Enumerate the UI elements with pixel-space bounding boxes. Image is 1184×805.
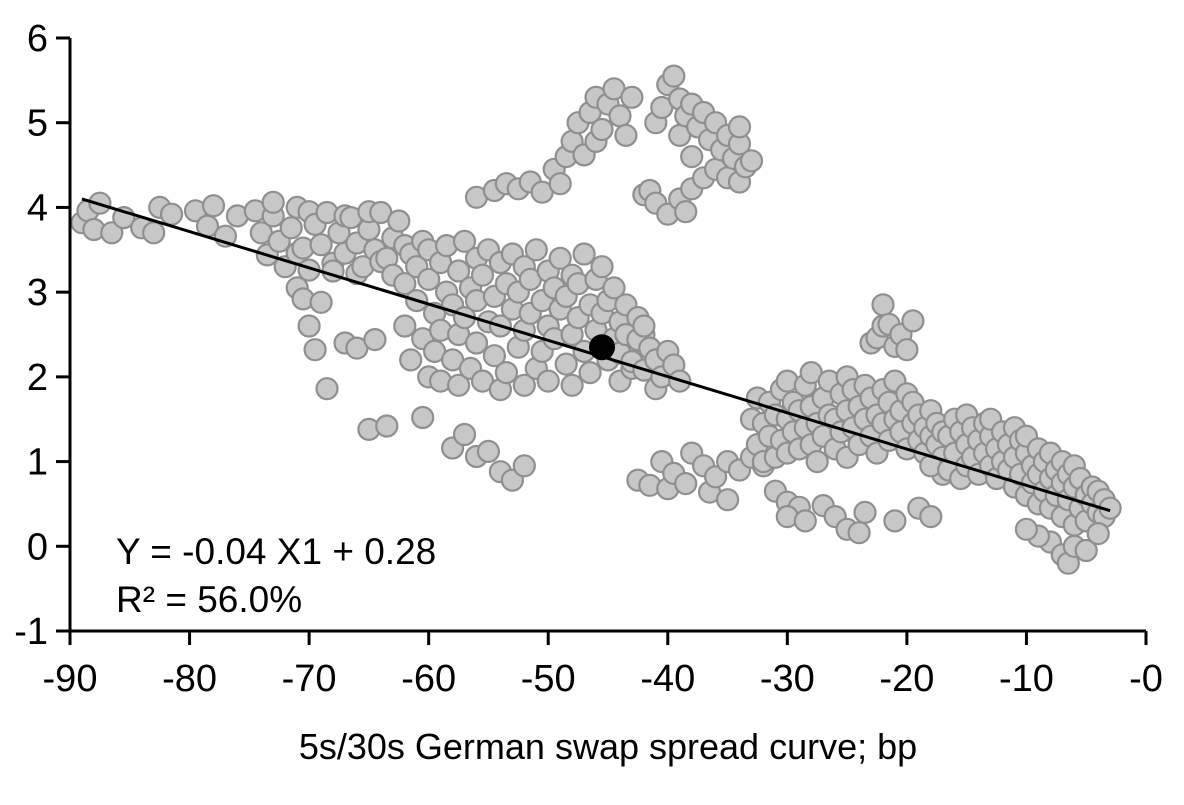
scatter-point bbox=[590, 255, 614, 279]
scatter-point bbox=[853, 500, 877, 525]
scatter-point bbox=[662, 64, 686, 88]
x-tick-label: -0 bbox=[1129, 658, 1163, 700]
scatter-point bbox=[100, 221, 124, 245]
scatter-point bbox=[919, 504, 943, 529]
scatter-point bbox=[715, 488, 740, 512]
x-tick-label: -40 bbox=[640, 658, 695, 700]
scatter-point bbox=[279, 216, 303, 240]
scatter-point bbox=[548, 172, 572, 196]
scatter-point bbox=[411, 405, 435, 430]
scatter-point bbox=[590, 117, 614, 142]
scatter-point bbox=[524, 238, 548, 262]
scatter-point bbox=[727, 115, 752, 139]
scatter-point bbox=[536, 369, 560, 393]
x-tick-label: -90 bbox=[43, 658, 98, 700]
scatter-point bbox=[447, 259, 471, 283]
scatter-point bbox=[309, 290, 333, 314]
scatter-point bbox=[1014, 517, 1039, 541]
scatter-point bbox=[393, 272, 417, 296]
x-tick-label: -80 bbox=[162, 658, 217, 700]
y-tick-label: 2 bbox=[27, 357, 48, 399]
scatter-point bbox=[847, 521, 871, 545]
scatter-point bbox=[417, 267, 441, 291]
scatter-point bbox=[399, 348, 423, 372]
scatter-point bbox=[452, 229, 477, 253]
scatter-point bbox=[578, 361, 602, 385]
regression-equation: Y = -0.04 X1 + 0.28 bbox=[116, 531, 437, 572]
scatter-point bbox=[560, 373, 584, 397]
scatter-point bbox=[363, 328, 387, 352]
scatter-point bbox=[476, 439, 500, 463]
scatter-point bbox=[393, 314, 417, 338]
scatter-point bbox=[554, 352, 578, 376]
mean-point bbox=[589, 334, 616, 361]
scatter-point bbox=[901, 309, 925, 333]
scatter-point bbox=[632, 314, 656, 338]
scatter-point bbox=[674, 472, 698, 496]
x-tick-label: -70 bbox=[282, 658, 337, 700]
y-tick-label: 0 bbox=[27, 526, 48, 568]
scatter-point bbox=[512, 454, 536, 478]
scatter-point bbox=[297, 314, 321, 338]
y-tick-label: 1 bbox=[27, 442, 48, 484]
scatter-point bbox=[602, 276, 626, 300]
y-tick-label: 6 bbox=[27, 18, 48, 60]
y-tick-label: 5 bbox=[27, 103, 48, 145]
scatter-point bbox=[447, 373, 471, 397]
y-tick-label: 3 bbox=[27, 272, 48, 314]
scatter-point bbox=[303, 338, 327, 362]
scatter-point bbox=[739, 149, 764, 173]
regression-annotation: Y = -0.04 X1 + 0.28 R² = 56.0% bbox=[116, 528, 436, 624]
scatter-point bbox=[512, 373, 536, 397]
scatter-point bbox=[680, 145, 704, 169]
y-tick-label: 4 bbox=[27, 187, 48, 229]
scatter-point bbox=[1086, 521, 1110, 546]
regression-r-squared: R² = 56.0% bbox=[116, 579, 303, 620]
scatter-point bbox=[1074, 538, 1098, 563]
scatter-point bbox=[895, 338, 919, 362]
scatter-point bbox=[620, 85, 644, 109]
x-tick-label: -30 bbox=[760, 658, 815, 700]
scatter-point bbox=[201, 194, 226, 218]
scatter-point bbox=[674, 200, 698, 224]
scatter-point bbox=[494, 361, 518, 385]
scatter-point bbox=[470, 263, 495, 287]
scatter-point bbox=[883, 509, 907, 533]
x-tick-label: -50 bbox=[521, 658, 576, 700]
scatter-point bbox=[482, 344, 506, 368]
scatter-point bbox=[614, 123, 638, 147]
scatter-point bbox=[608, 104, 632, 128]
scatter-point bbox=[464, 331, 489, 355]
x-axis-title: 5s/30s German swap spread curve; bp bbox=[298, 726, 918, 767]
scatter-point bbox=[160, 202, 184, 226]
scatter-point bbox=[793, 509, 817, 533]
scatter-point bbox=[572, 242, 596, 266]
scatter-point bbox=[261, 190, 285, 214]
scatter-point bbox=[387, 209, 411, 233]
scatter-point bbox=[375, 414, 399, 438]
scatter-point bbox=[142, 221, 166, 245]
scatter-point bbox=[703, 465, 728, 489]
y-tick-label: -1 bbox=[14, 611, 48, 653]
x-tick-label: -60 bbox=[401, 658, 456, 700]
scatter-point bbox=[315, 377, 339, 401]
scatter-point bbox=[805, 450, 829, 474]
scatter-point bbox=[452, 422, 477, 447]
x-tick-label: -10 bbox=[999, 658, 1054, 700]
scatter-point bbox=[309, 233, 333, 257]
x-tick-label: -20 bbox=[879, 658, 934, 700]
scatter-point bbox=[871, 293, 895, 317]
scatter-point bbox=[548, 246, 572, 270]
